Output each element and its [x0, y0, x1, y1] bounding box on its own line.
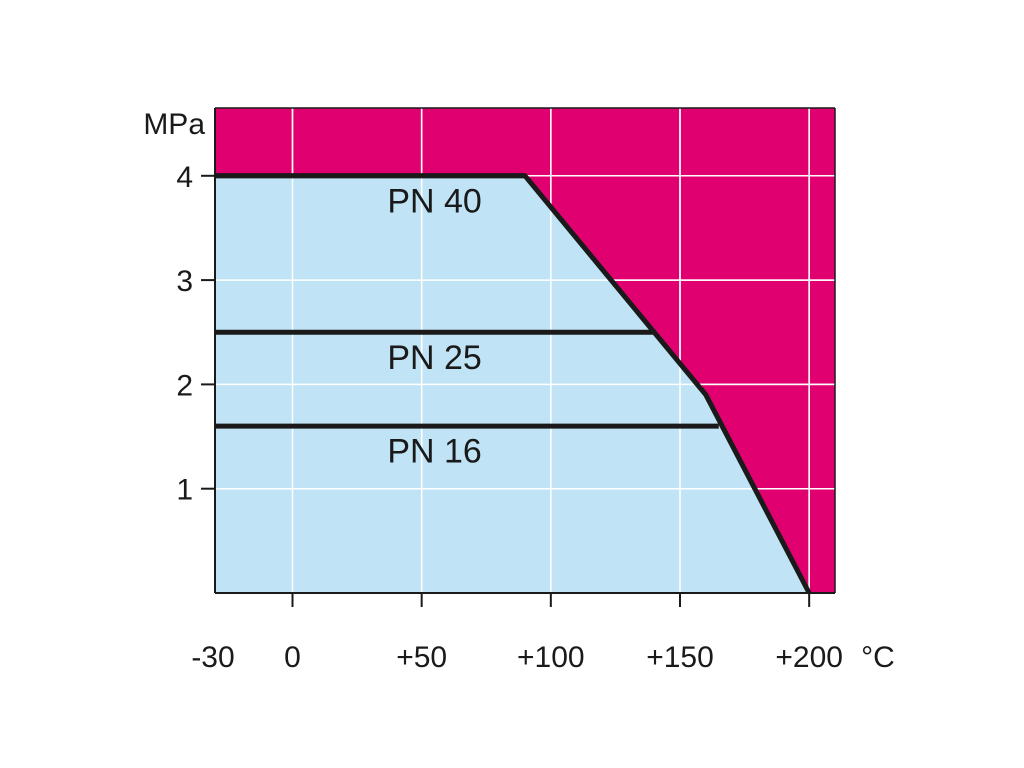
y-tick-label-1: 2: [176, 369, 193, 402]
x-tick-label-0: -30: [191, 641, 234, 674]
series-label-pn-25: PN 25: [387, 339, 482, 377]
y-tick-label-3: 4: [176, 161, 193, 194]
x-tick-label-1: 0: [284, 641, 301, 674]
x-tick-label-4: +150: [646, 641, 714, 674]
axes: [201, 107, 836, 607]
x-tick-label-5: +200: [775, 641, 843, 674]
y-axis-unit: MPa: [143, 108, 205, 141]
x-tick-label-3: +100: [517, 641, 585, 674]
x-axis-unit: °C: [861, 641, 895, 674]
y-tick-label-2: 3: [176, 265, 193, 298]
series-label-pn-40: PN 40: [387, 182, 482, 220]
envelope-line: [215, 173, 812, 595]
labels: -30 0 +50 +100 +150 +200 1 2 3 4 PN 40 PN 25 PN 16: [176, 161, 843, 674]
x-tick-label-2: +50: [396, 641, 447, 674]
y-tick-label-0: 1: [176, 474, 193, 507]
series-label-pn-16: PN 16: [387, 433, 482, 471]
